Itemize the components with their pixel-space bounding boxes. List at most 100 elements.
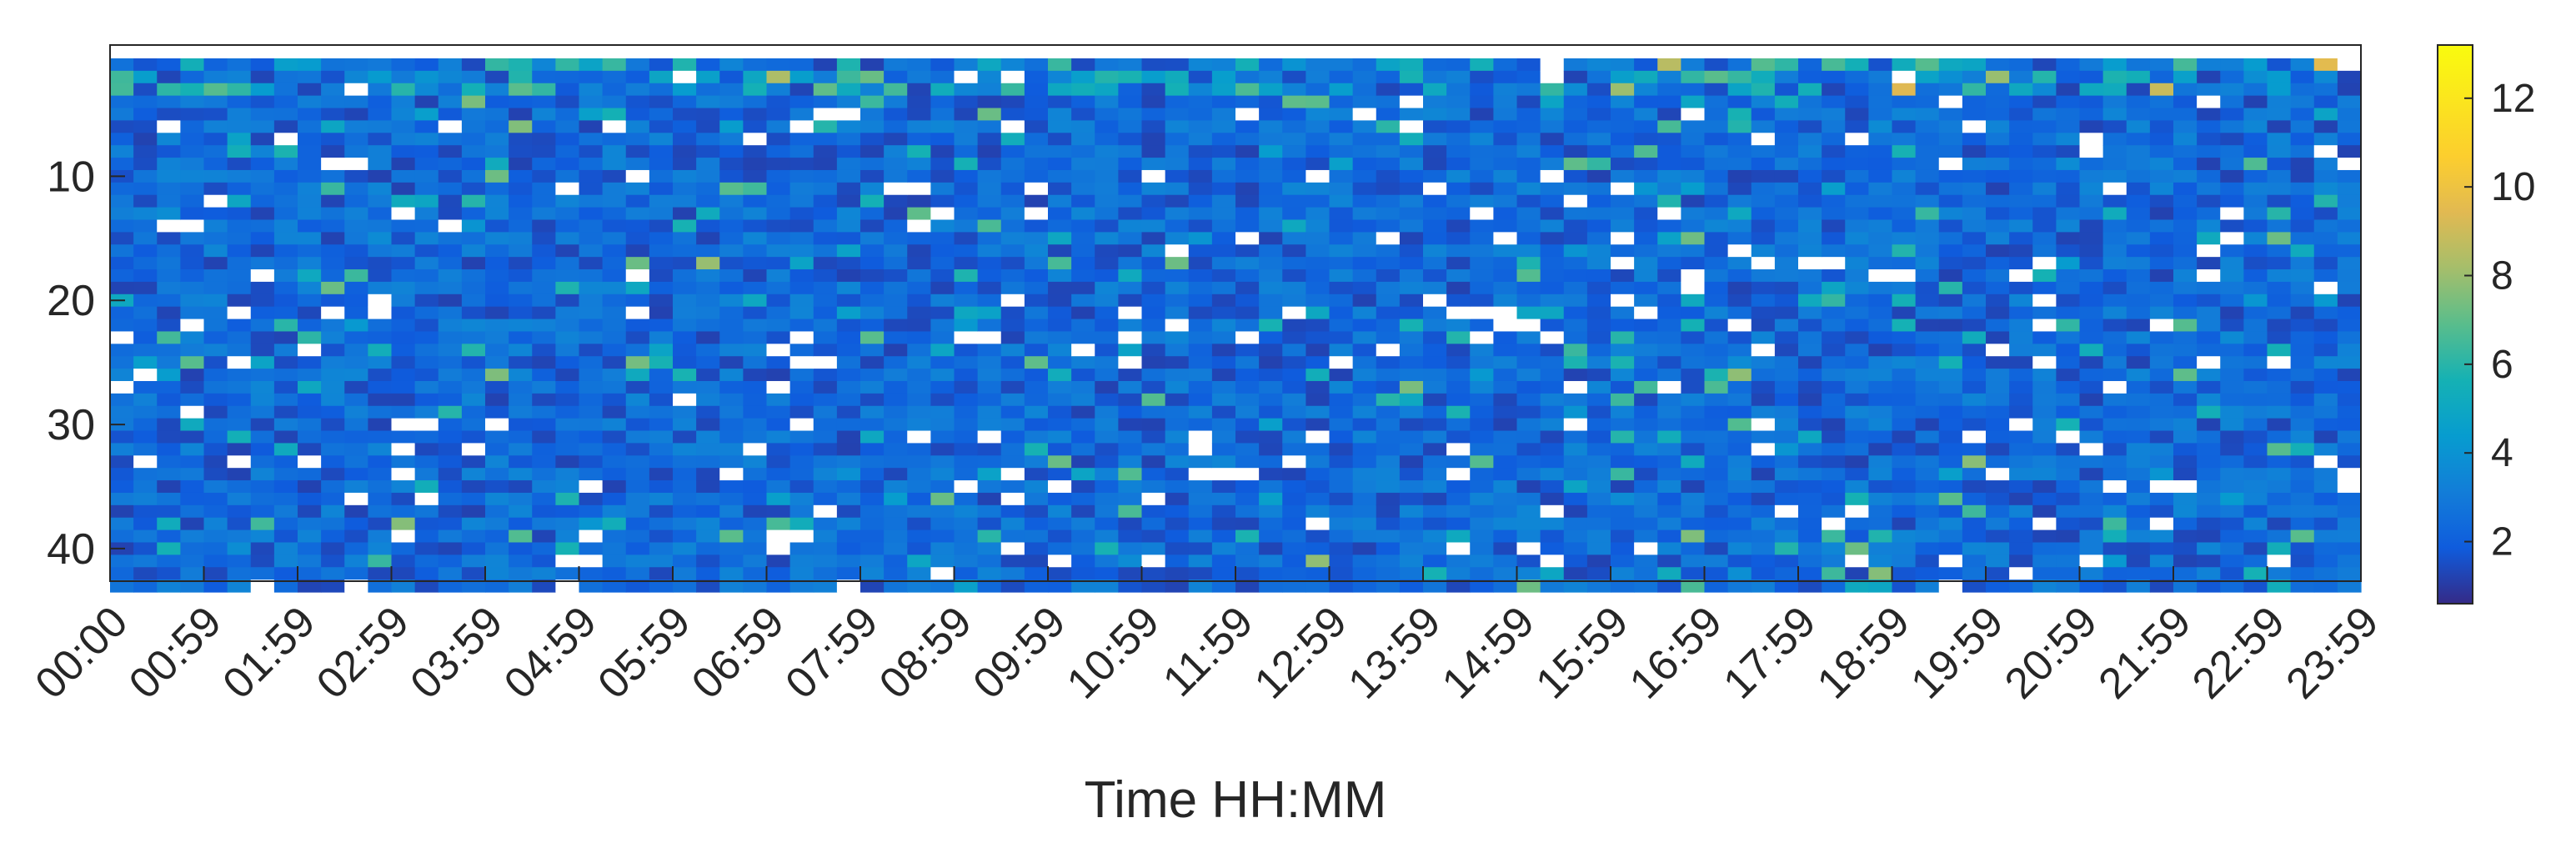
heatmap-cell — [180, 529, 205, 544]
heatmap-cell — [2290, 369, 2315, 382]
heatmap-cell — [1048, 169, 1072, 183]
heatmap-cell — [2126, 169, 2151, 183]
heatmap-cell — [1282, 319, 1306, 333]
heatmap-cell — [977, 393, 1002, 407]
heatmap-cell — [1188, 331, 1213, 344]
heatmap-cell — [2032, 58, 2057, 72]
heatmap-cell — [1446, 58, 1471, 72]
heatmap-cell — [438, 319, 463, 333]
heatmap-cell — [1962, 418, 1987, 432]
heatmap-cell — [298, 542, 322, 555]
heatmap-cell — [954, 356, 979, 369]
heatmap-cell — [813, 120, 838, 133]
heatmap-cell — [1071, 319, 1095, 333]
heatmap-cell — [1399, 70, 1424, 84]
heatmap-cell — [1282, 580, 1306, 593]
heatmap-cell — [1516, 369, 1541, 382]
heatmap-cell — [250, 70, 275, 84]
heatmap-cell — [1423, 567, 1447, 580]
heatmap-cell — [743, 393, 768, 407]
heatmap-cell — [907, 380, 931, 394]
heatmap-cell — [532, 554, 556, 568]
heatmap-cell — [2173, 468, 2198, 481]
heatmap-cell — [2032, 257, 2057, 270]
heatmap-cell — [719, 169, 744, 183]
heatmap-cell — [696, 158, 720, 171]
heatmap-cell — [438, 554, 463, 568]
heatmap-cell — [509, 281, 533, 295]
heatmap-cell — [555, 480, 580, 494]
heatmap-cell — [2337, 356, 2362, 369]
heatmap-cell — [579, 443, 604, 456]
heatmap-cell — [344, 232, 368, 245]
heatmap-cell — [1798, 232, 1822, 245]
heatmap-cell — [884, 232, 908, 245]
heatmap-cell — [1822, 83, 1846, 97]
heatmap-cell — [321, 133, 345, 146]
heatmap-cell — [1822, 219, 1846, 233]
heatmap-cell — [2102, 145, 2127, 158]
heatmap-cell — [1704, 133, 1729, 146]
heatmap-cell — [1329, 257, 1354, 270]
heatmap-cell — [1704, 344, 1729, 357]
heatmap-cell — [157, 120, 181, 133]
heatmap-cell — [1071, 480, 1095, 494]
heatmap-cell — [298, 492, 322, 506]
heatmap-cell — [2173, 455, 2198, 469]
heatmap-cell — [2197, 455, 2221, 469]
heatmap-cell — [2173, 294, 2198, 308]
heatmap-cell — [789, 158, 814, 171]
heatmap-cell — [461, 430, 486, 444]
heatmap-cell — [1704, 158, 1729, 171]
heatmap-cell — [766, 257, 791, 270]
heatmap-cell — [110, 182, 134, 196]
heatmap-cell — [766, 306, 791, 320]
heatmap-cell — [743, 492, 768, 506]
heatmap-cell — [1915, 492, 1940, 506]
heatmap-cell — [1962, 207, 1987, 221]
heatmap-cell — [1751, 529, 1776, 544]
heatmap-cell — [673, 405, 697, 419]
heatmap-cell — [1259, 393, 1283, 407]
heatmap-cell — [1586, 331, 1611, 344]
heatmap-cell — [836, 331, 861, 344]
heatmap-cell — [719, 244, 744, 258]
heatmap-cell — [1329, 158, 1354, 171]
heatmap-cell — [203, 194, 228, 208]
heatmap-cell — [1563, 269, 1588, 283]
heatmap-cell — [1095, 468, 1119, 481]
heatmap-cell — [1211, 133, 1236, 146]
heatmap-cell — [438, 580, 463, 593]
heatmap-cell — [1071, 108, 1095, 122]
heatmap-cell — [1000, 344, 1025, 357]
heatmap-cell — [1048, 356, 1072, 369]
heatmap-cell — [2056, 430, 2081, 444]
heatmap-cell — [485, 83, 509, 97]
y-tick-label: 10 — [47, 153, 95, 201]
heatmap-cell — [1681, 443, 1706, 456]
heatmap-cell — [298, 580, 322, 593]
heatmap-cell — [907, 306, 931, 320]
x-tick-label: 16:59 — [1621, 597, 1732, 708]
heatmap-cell — [1915, 430, 1940, 444]
heatmap-cell — [1657, 257, 1681, 270]
heatmap-cell — [907, 232, 931, 245]
heatmap-cell — [555, 455, 580, 469]
heatmap-cell — [2313, 294, 2338, 308]
heatmap-cell — [1634, 393, 1658, 407]
heatmap-cell — [579, 257, 604, 270]
heatmap-cell — [907, 281, 931, 295]
heatmap-cell — [1962, 194, 1987, 208]
heatmap-cell — [509, 108, 533, 122]
heatmap-cell — [1962, 257, 1987, 270]
heatmap-cell — [813, 554, 838, 568]
heatmap-cell — [1611, 182, 1635, 196]
heatmap-cell — [2337, 393, 2362, 407]
heatmap-cell — [1165, 369, 1190, 382]
heatmap-cell — [1727, 194, 1752, 208]
heatmap-cell — [1470, 542, 1494, 555]
heatmap-cell — [2290, 306, 2315, 320]
heatmap-cell — [2009, 319, 2033, 333]
heatmap-cell — [1399, 58, 1424, 72]
heatmap-cell — [1516, 393, 1541, 407]
